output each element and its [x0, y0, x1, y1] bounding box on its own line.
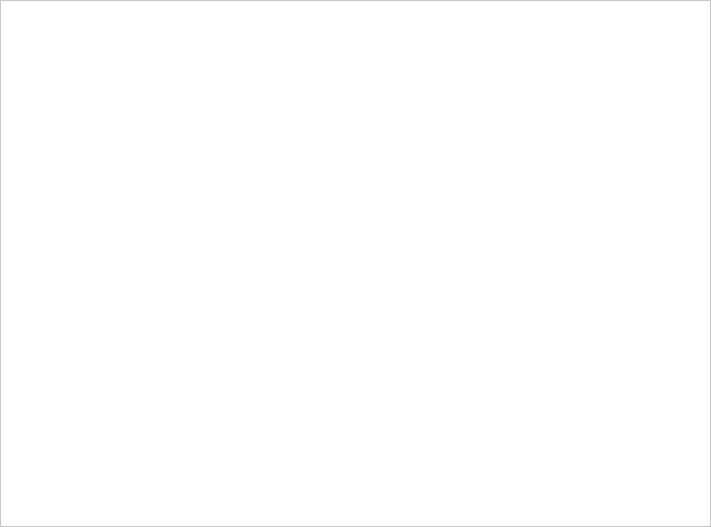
Text: PASSWORD: PASSWORD: [398, 314, 469, 324]
Text: Access keys: Access keys: [38, 348, 113, 361]
Bar: [398, 336, 696, 362]
Bar: [15, 346, 31, 362]
Text: «: «: [235, 62, 243, 76]
Text: bestforyourregistry - Access keys: bestforyourregistry - Access keys: [50, 8, 338, 23]
Bar: [15, 178, 31, 194]
Bar: [15, 106, 31, 122]
Text: Tags: Tags: [38, 215, 66, 228]
Text: password2: password2: [288, 378, 356, 391]
Bar: [288, 264, 711, 290]
Bar: [258, 50, 259, 527]
Text: bestforyourregistry: bestforyourregistry: [294, 270, 414, 283]
Bar: [288, 152, 711, 178]
Bar: [15, 214, 31, 230]
Text: SERVICES: SERVICES: [10, 444, 67, 454]
Text: bestforyourregistry: bestforyourregistry: [294, 94, 414, 107]
Text: password: password: [288, 342, 348, 355]
Text: NAME: NAME: [288, 314, 324, 324]
Text: Events: Events: [38, 287, 80, 300]
Bar: [288, 214, 338, 234]
Bar: [288, 152, 488, 178]
Text: Automation script: Automation script: [38, 412, 149, 425]
Bar: [22, 16, 30, 24]
Text: Registry name: Registry name: [288, 68, 389, 82]
Bar: [0, 0, 711, 50]
Text: Login server: Login server: [288, 132, 374, 146]
Text: Username: Username: [288, 244, 358, 258]
Bar: [0, 88, 258, 89]
Bar: [15, 378, 31, 394]
Text: Search (Ctrl+/): Search (Ctrl+/): [32, 63, 116, 73]
Text: Quick start: Quick start: [38, 251, 107, 264]
Text: Overview: Overview: [38, 107, 97, 120]
Text: Activity log: Activity log: [38, 143, 108, 156]
Bar: [0, 50, 258, 527]
Text: Enable: Enable: [293, 218, 333, 231]
Text: LNynpEmoqdEw1k+RQ4ZB0Mbyv8=aeKIb: LNynpEmoqdEw1k+RQ4ZB0Mbyv8=aeKIb: [404, 342, 653, 355]
Text: Disable: Disable: [346, 218, 390, 231]
Bar: [16, 11, 42, 37]
Bar: [15, 410, 31, 426]
Bar: [288, 88, 289, 114]
Text: ⌕: ⌕: [18, 63, 26, 76]
Bar: [0, 338, 257, 370]
Text: Container registry: Container registry: [50, 26, 151, 36]
Bar: [259, 50, 711, 527]
Text: SETTINGS: SETTINGS: [10, 322, 68, 332]
Bar: [398, 372, 696, 398]
Text: Access control (IAM): Access control (IAM): [38, 179, 165, 192]
Bar: [288, 112, 711, 114]
Text: bestforyourregistry.azurecr.io: bestforyourregistry.azurecr.io: [294, 158, 477, 171]
Bar: [15, 286, 31, 302]
Text: tnempL57kBHivF9eWsNfLgh+VUWoB4aS: tnempL57kBHivF9eWsNfLgh+VUWoB4aS: [404, 378, 646, 391]
Bar: [288, 88, 711, 114]
Text: Locks: Locks: [38, 380, 73, 393]
Text: ⓘ: ⓘ: [364, 197, 370, 207]
Bar: [15, 142, 31, 158]
Bar: [288, 264, 456, 290]
Text: Admin user: Admin user: [288, 196, 367, 210]
Bar: [8, 58, 226, 82]
Bar: [15, 250, 31, 266]
